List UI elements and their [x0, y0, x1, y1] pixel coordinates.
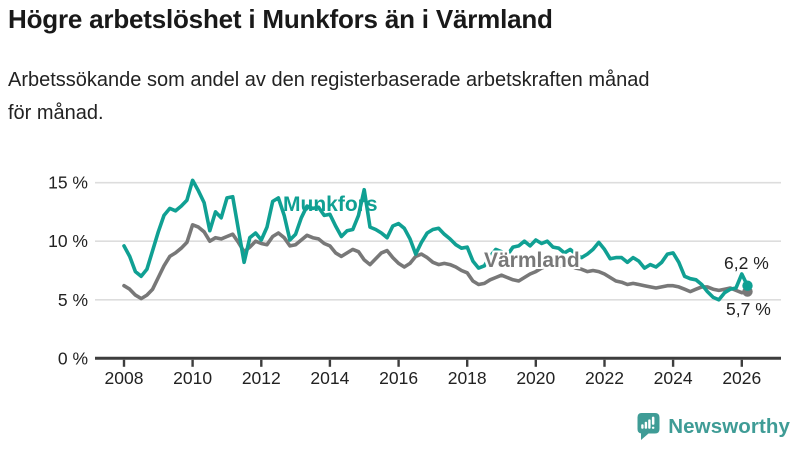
x-tick-label-2024: 2024: [654, 368, 693, 388]
page-title: Högre arbetslöshet i Munkfors än i Värml…: [8, 4, 553, 34]
end-value-label-munkfors: 6,2 %: [724, 253, 769, 273]
series-line-munkfors: [122, 178, 750, 302]
x-tick-label-2020: 2020: [516, 368, 555, 388]
newsworthy-logo[interactable]: Newsworthy: [636, 412, 790, 441]
series-line-vrmland: [122, 223, 750, 301]
y-tick-label-15: 15 %: [48, 173, 88, 193]
x-tick-label-2014: 2014: [310, 368, 349, 388]
y-tick-label-10: 10 %: [48, 231, 88, 251]
y-tick-label-0: 0 %: [58, 348, 88, 368]
subtitle-line-1: Arbetssökande som andel av den registerb…: [8, 69, 650, 91]
subtitle-line-2: för månad.: [8, 102, 104, 124]
newsworthy-logo-icon: [637, 413, 660, 440]
x-tick-label-2008: 2008: [105, 368, 144, 388]
x-tick-label-2018: 2018: [448, 368, 487, 388]
series-label-munkfors: Munkfors: [283, 193, 378, 216]
y-tick-label-5: 5 %: [58, 290, 88, 310]
end-value-label-varmland: 5,7 %: [726, 299, 771, 319]
x-tick-label-2010: 2010: [173, 368, 212, 388]
x-tick-label-2022: 2022: [585, 368, 624, 388]
page-subtitle: Arbetssökande som andel av den registerb…: [8, 64, 650, 130]
end-dot-munkfors: [742, 280, 753, 291]
x-tick-label-2026: 2026: [722, 368, 761, 388]
x-tick-label-2012: 2012: [242, 368, 281, 388]
x-tick-label-2016: 2016: [379, 368, 418, 388]
series-label-varmland: Värmland: [484, 249, 580, 272]
newsworthy-logo-text: Newsworthy: [668, 414, 790, 438]
